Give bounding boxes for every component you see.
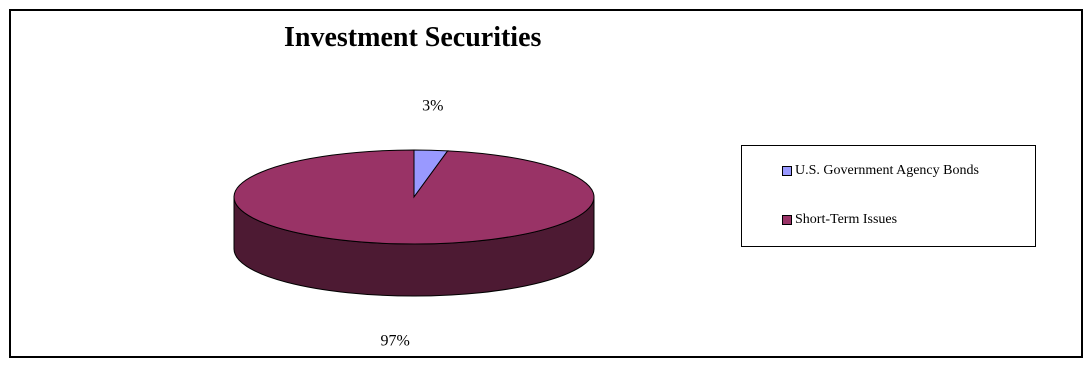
legend-swatch-agency-bonds xyxy=(782,166,792,176)
pie-label-0: 3% xyxy=(422,97,443,114)
legend-swatch-short-term xyxy=(782,215,792,225)
legend: U.S. Government Agency Bonds Short-Term … xyxy=(741,145,1036,247)
pie-slice-1 xyxy=(233,149,595,245)
legend-label-agency-bonds: U.S. Government Agency Bonds xyxy=(795,163,979,178)
legend-item-agency-bonds: U.S. Government Agency Bonds xyxy=(782,163,979,179)
chart-title: Investment Securities xyxy=(284,22,542,53)
legend-item-short-term: Short-Term Issues xyxy=(782,212,897,228)
pie-label-1: 97% xyxy=(381,333,410,350)
legend-label-short-term: Short-Term Issues xyxy=(795,212,898,227)
